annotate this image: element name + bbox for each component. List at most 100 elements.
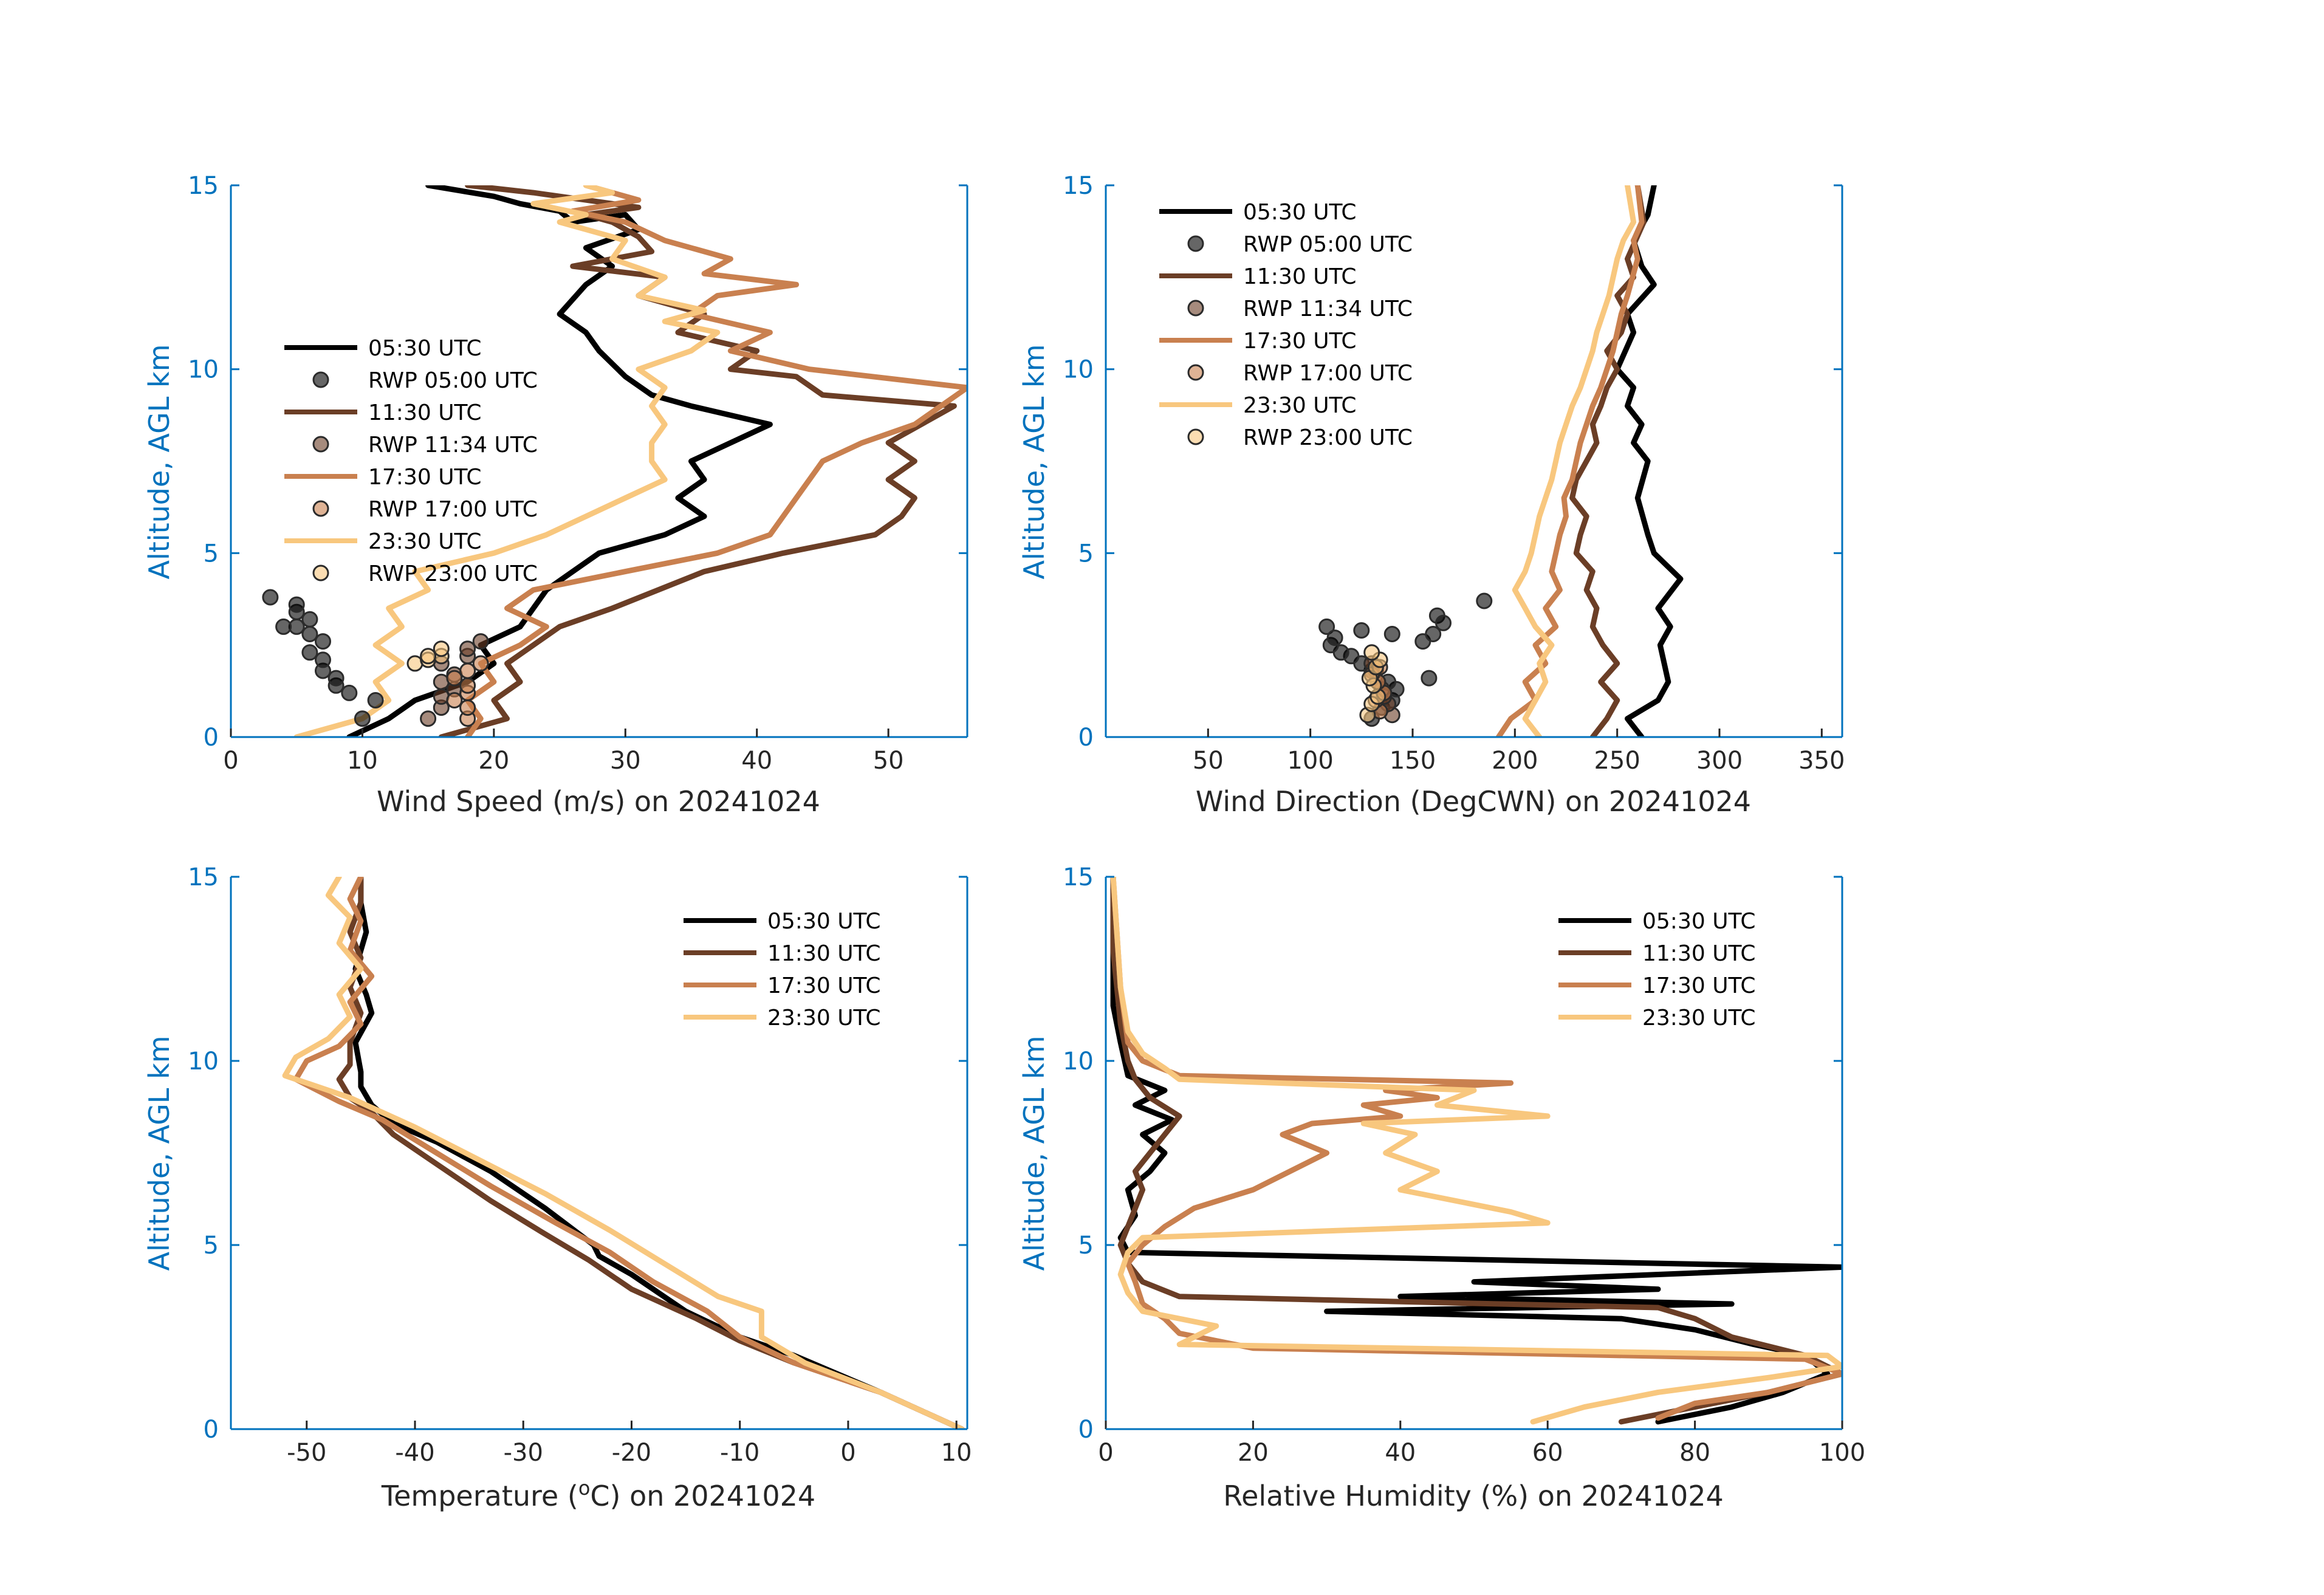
wind-direction-x-tick-label: 350 [1798,747,1845,775]
relative-humidity-x-tick-label: 0 [1098,1439,1113,1467]
wind-speed-plot-area [262,185,967,737]
wind-speed-point-rwp-17-00-utc [459,677,476,694]
wind-speed-legend: 05:30 UTC RWP 05:00 UTC 11:30 UTC RWP 11:34… [284,336,538,586]
wind-direction-x-tick-label: 250 [1594,747,1640,775]
wind-direction-x-tick-label: 100 [1287,747,1333,775]
wind-speed-point-rwp-17-00-utc [459,699,476,716]
temperature-legend-label: 17:30 UTC [767,973,881,998]
temperature-x-tick-label: -10 [720,1439,759,1467]
wind-speed-line-17-30-utc [465,185,967,737]
temperature-x-tick-label: -30 [504,1439,543,1467]
temperature-legend-label: 23:30 UTC [767,1006,881,1031]
wind-speed-y-axis-label: Altitude, AGL km [143,344,176,579]
wind-direction-legend-label: RWP 05:00 UTC [1243,232,1413,257]
wind-speed-point-rwp-17-00-utc [472,655,489,672]
wind-direction-legend-label: RWP 11:34 UTC [1243,297,1413,321]
wind-direction-plot-area [1318,185,1684,737]
temperature-x-label-degree: o [578,1477,591,1500]
wind-direction-y-axis-label: Altitude, AGL km [1018,344,1051,579]
wind-speed-point-rwp-05-00-utc [367,692,384,708]
wind-direction-point-rwp-05-00-utc [1421,670,1438,687]
relative-humidity-line-17-30-utc [1110,877,1842,1421]
wind-speed-legend-label: 17:30 UTC [368,465,482,490]
wind-direction-legend-label: 11:30 UTC [1243,264,1357,289]
temperature-plot-area [282,877,965,1429]
temperature-x-tick-label: 10 [941,1439,972,1467]
relative-humidity-x-axis-label: Relative Humidity (%) on 20241024 [1223,1480,1724,1512]
relative-humidity-plot-area [1110,877,1842,1425]
wind-speed-y-tick-label: 15 [188,172,219,200]
wind-direction-legend-label: RWP 23:00 UTC [1243,425,1413,450]
wind-speed-point-rwp-23-00-utc [433,640,450,657]
temperature-series-group [282,877,965,1429]
wind-speed-point-rwp-11-34-utc [459,640,476,657]
wind-direction-legend-label: RWP 17:00 UTC [1243,361,1413,386]
relative-humidity-panel: 0 20 40 60 80 100 0 5 10 15 Relative Humidity (%)… [1018,863,1865,1512]
wind-direction-line-17-30-utc [1495,185,1645,737]
wind-speed-x-tick-label: 40 [741,747,772,775]
wind-speed-point-rwp-05-00-utc [301,611,318,628]
wind-direction-legend-marker [1187,235,1204,252]
temperature-legend: 05:30 UTC 11:30 UTC 17:30 UTC 23:30 UTC [684,909,881,1031]
wind-speed-y-tick-label: 10 [188,356,219,384]
wind-speed-point-rwp-05-00-utc [315,633,331,650]
wind-speed-point-rwp-05-00-utc [315,651,331,668]
relative-humidity-y-tick-label: 15 [1063,863,1094,891]
temperature-line-23-30-utc [282,877,965,1429]
wind-direction-y-tick-label: 15 [1063,172,1094,200]
relative-humidity-x-tick-label: 100 [1819,1439,1865,1467]
wind-direction-point-rwp-05-00-utc [1353,622,1370,639]
wind-direction-legend-label: 23:30 UTC [1243,393,1357,418]
temperature-y-tick-label: 15 [188,863,219,891]
wind-speed-point-rwp-05-00-utc [354,710,371,727]
wind-direction-line-23-30-utc [1512,185,1637,737]
temperature-y-tick-label: 10 [188,1048,219,1075]
wind-direction-point-rwp-05-00-utc [1425,626,1442,642]
wind-speed-legend-label: 11:30 UTC [368,400,482,425]
temperature-x-label-head: Temperature ( [381,1480,578,1512]
wind-speed-legend-label: RWP 11:34 UTC [368,433,538,458]
wind-direction-point-rwp-05-00-utc [1326,629,1343,647]
wind-speed-point-rwp-05-00-utc [262,589,279,606]
relative-humidity-y-tick-label: 0 [1078,1416,1094,1444]
relative-humidity-line-23-30-utc [1110,877,1842,1425]
wind-speed-line-05-30-utc [346,185,773,737]
wind-speed-x-tick-label: 50 [873,747,904,775]
relative-humidity-legend-label: 17:30 UTC [1642,973,1756,998]
wind-speed-line-23-30-utc [293,185,721,737]
relative-humidity-legend: 05:30 UTC 11:30 UTC 17:30 UTC 23:30 UTC [1558,909,1756,1031]
wind-direction-y-tick-label: 10 [1063,356,1094,384]
wind-speed-point-rwp-11-34-utc [472,633,489,650]
relative-humidity-legend-label: 11:30 UTC [1642,941,1756,966]
wind-speed-legend-label: 05:30 UTC [368,336,482,361]
wind-speed-legend-marker [312,371,329,388]
wind-speed-x-tick-label: 30 [610,747,641,775]
relative-humidity-y-axis-label: Altitude, AGL km [1018,1035,1051,1271]
temperature-x-tick-label: -50 [287,1439,326,1467]
wind-speed-point-rwp-05-00-utc [275,618,292,635]
wind-direction-point-rwp-23-00-utc [1363,644,1380,661]
temperature-legend-label: 05:30 UTC [767,909,881,934]
temperature-legend-label: 11:30 UTC [767,941,881,966]
wind-direction-legend-label: 05:30 UTC [1243,200,1357,225]
wind-speed-series-group [262,185,967,737]
wind-speed-point-rwp-05-00-utc [288,596,305,613]
wind-direction-legend-marker [1187,364,1204,381]
wind-speed-point-rwp-05-00-utc [301,644,318,661]
wind-speed-legend-marker [312,436,329,453]
relative-humidity-x-tick-label: 20 [1238,1439,1269,1467]
wind-speed-legend-label: RWP 05:00 UTC [368,368,538,393]
wind-direction-point-rwp-05-00-utc [1476,592,1493,609]
wind-speed-point-rwp-05-00-utc [327,670,344,687]
relative-humidity-legend-label: 23:30 UTC [1642,1006,1756,1031]
relative-humidity-y-tick-label: 10 [1063,1048,1094,1075]
wind-speed-point-rwp-17-00-utc [446,692,463,708]
wind-direction-axes: 50 100 150 200 250 300 350 0 5 10 15 [1063,172,1845,775]
wind-speed-point-rwp-17-00-utc [446,670,463,687]
temperature-x-tick-label: 0 [840,1439,855,1467]
wind-direction-legend-label: 17:30 UTC [1243,329,1357,354]
wind-speed-point-rwp-23-00-utc [420,648,437,665]
wind-speed-y-tick-label: 5 [204,540,219,568]
wind-direction-y-tick-label: 5 [1078,540,1094,568]
